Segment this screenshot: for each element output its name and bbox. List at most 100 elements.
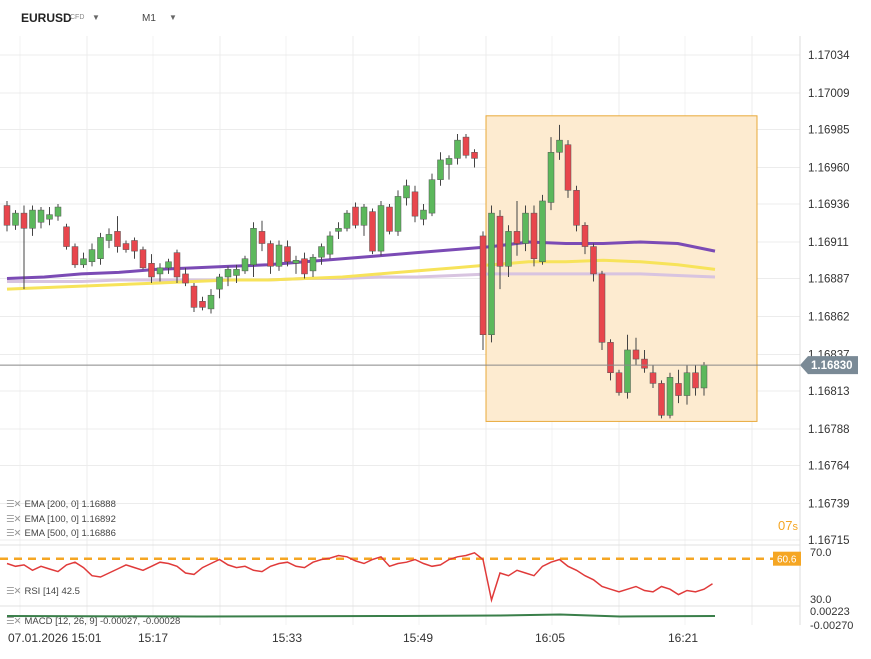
legend-macd[interactable]: ☰✕ MACD [12, 26, 9] -0.00027, -0.00028 bbox=[6, 616, 180, 627]
candle-body bbox=[20, 212, 28, 229]
candle-body bbox=[267, 243, 274, 267]
candle-body bbox=[539, 200, 546, 263]
price-tick-label: 1.16715 bbox=[808, 535, 850, 547]
candle-body bbox=[63, 226, 70, 247]
ema-line-ema500 bbox=[7, 272, 716, 283]
menu-icon[interactable]: ☰✕ bbox=[6, 499, 22, 510]
candle-body bbox=[505, 231, 512, 267]
candle-body bbox=[114, 231, 121, 247]
candle-body bbox=[471, 152, 478, 159]
menu-icon[interactable]: ☰✕ bbox=[6, 586, 22, 597]
candle-body bbox=[369, 211, 376, 252]
candle-body bbox=[173, 252, 181, 278]
candle bbox=[139, 246, 147, 270]
candle bbox=[386, 203, 393, 235]
menu-icon[interactable]: ☰✕ bbox=[6, 528, 22, 539]
candle-body bbox=[615, 372, 623, 393]
candle-body bbox=[641, 358, 648, 369]
candle bbox=[649, 365, 657, 388]
legend-ema100[interactable]: ☰✕ EMA [100, 0] 1.16892 bbox=[6, 514, 116, 525]
candle-body bbox=[666, 377, 674, 416]
symbol-label[interactable]: EURUSD bbox=[21, 11, 72, 25]
rsi-level-tag bbox=[773, 551, 801, 566]
candle bbox=[462, 134, 470, 159]
candle bbox=[692, 365, 699, 396]
candle bbox=[114, 216, 121, 253]
candle-body bbox=[301, 258, 308, 275]
time-tick-label: 07.01.2026 15:01 bbox=[8, 631, 102, 645]
chevron-down-icon[interactable]: ▼ bbox=[92, 13, 100, 22]
candle-body bbox=[207, 294, 215, 310]
candle bbox=[122, 240, 130, 253]
candle-body bbox=[156, 267, 164, 275]
candle-body bbox=[199, 301, 206, 308]
candle-body bbox=[607, 342, 614, 374]
candle-body bbox=[46, 214, 53, 220]
candle bbox=[284, 240, 291, 267]
candle bbox=[105, 228, 113, 249]
candle-body bbox=[700, 364, 708, 389]
candle bbox=[182, 267, 189, 287]
candle-body bbox=[216, 276, 223, 290]
time-tick-label: 15:17 bbox=[138, 631, 168, 645]
candle-body bbox=[403, 185, 410, 199]
candle bbox=[318, 243, 325, 265]
candle-body bbox=[360, 206, 368, 226]
chart-toolbar: EURUSD CFD ▼ M1 ▼ bbox=[0, 0, 800, 36]
candle bbox=[29, 205, 36, 236]
time-tick-label: 15:33 bbox=[272, 631, 302, 645]
candle bbox=[581, 222, 589, 255]
candle-body bbox=[343, 212, 351, 229]
candle bbox=[63, 223, 70, 250]
candle bbox=[309, 254, 317, 277]
candle bbox=[80, 252, 87, 268]
candle-body bbox=[182, 273, 189, 284]
macd-tick-label: 0.00223 bbox=[810, 606, 850, 618]
candle bbox=[428, 173, 436, 217]
timeframe-selector[interactable]: M1 bbox=[142, 13, 156, 24]
chevron-down-icon[interactable]: ▼ bbox=[169, 13, 177, 22]
candle bbox=[199, 296, 206, 311]
candle-body bbox=[683, 372, 691, 396]
candle-body bbox=[309, 256, 317, 272]
candle-body bbox=[250, 228, 257, 266]
candle-body bbox=[335, 228, 342, 232]
candle-body bbox=[632, 349, 640, 360]
menu-icon[interactable]: ☰✕ bbox=[6, 514, 22, 525]
rsi-level-value: 60.6 bbox=[777, 555, 797, 566]
candle bbox=[624, 334, 631, 399]
candle bbox=[377, 200, 385, 256]
legend-rsi[interactable]: ☰✕ RSI [14] 42.5 bbox=[6, 586, 80, 597]
candle-body bbox=[556, 139, 563, 153]
price-axis: 1.17034 1.17009 1.16985 1.16960 1.16936 1.169… bbox=[808, 50, 850, 547]
candle-body bbox=[649, 372, 657, 384]
rsi-label: RSI [14] 42.5 bbox=[24, 586, 80, 597]
candle bbox=[3, 200, 11, 232]
candle-body bbox=[428, 179, 436, 214]
candle bbox=[556, 124, 563, 160]
candle bbox=[190, 283, 198, 312]
candle bbox=[411, 185, 419, 223]
candle-body bbox=[411, 191, 419, 217]
candle bbox=[479, 231, 487, 350]
candle-body bbox=[105, 234, 113, 241]
current-price-tag: 1.16830 bbox=[800, 356, 858, 375]
candle-body bbox=[692, 372, 699, 389]
candle-body bbox=[658, 383, 665, 416]
time-tick-label: 15:49 bbox=[403, 631, 433, 645]
candle-body bbox=[97, 237, 104, 259]
candle bbox=[513, 200, 521, 256]
legend-ema500[interactable]: ☰✕ EMA [500, 0] 1.16886 bbox=[6, 528, 116, 539]
candle-body bbox=[318, 246, 325, 258]
candle bbox=[165, 258, 172, 274]
candle bbox=[88, 243, 96, 267]
menu-icon[interactable]: ☰✕ bbox=[6, 616, 22, 627]
candle-body bbox=[488, 212, 495, 335]
legend-ema200[interactable]: ☰✕ EMA [200, 0] 1.16888 bbox=[6, 499, 116, 510]
price-tick-label: 1.16936 bbox=[808, 199, 850, 211]
rsi-tick-label: 70.0 bbox=[810, 547, 831, 559]
candle bbox=[360, 203, 368, 236]
candle-body bbox=[454, 139, 461, 159]
